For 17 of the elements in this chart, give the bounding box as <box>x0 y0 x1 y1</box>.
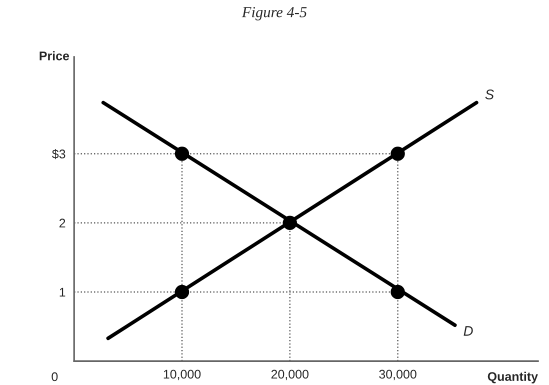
point <box>174 284 190 300</box>
y-axis-title: Price <box>40 51 70 60</box>
y-tick-label: 1 <box>60 288 66 297</box>
x-axis-title: Quantity <box>488 372 538 384</box>
y-tick-label: 2 <box>59 218 66 228</box>
point <box>390 146 405 161</box>
x-tick-label: 20,000 <box>271 370 309 380</box>
text: 0 <box>52 372 58 382</box>
chart-title: Figure 4-5 <box>242 7 307 20</box>
point <box>174 146 190 161</box>
y-tick-label: $3 <box>52 149 66 160</box>
series-label: S <box>485 90 494 100</box>
point <box>390 284 405 300</box>
x-tick-label: 30,000 <box>379 370 416 380</box>
point <box>282 216 298 230</box>
series-label: D <box>464 326 473 336</box>
x-tick-label: 10,000 <box>164 370 201 380</box>
